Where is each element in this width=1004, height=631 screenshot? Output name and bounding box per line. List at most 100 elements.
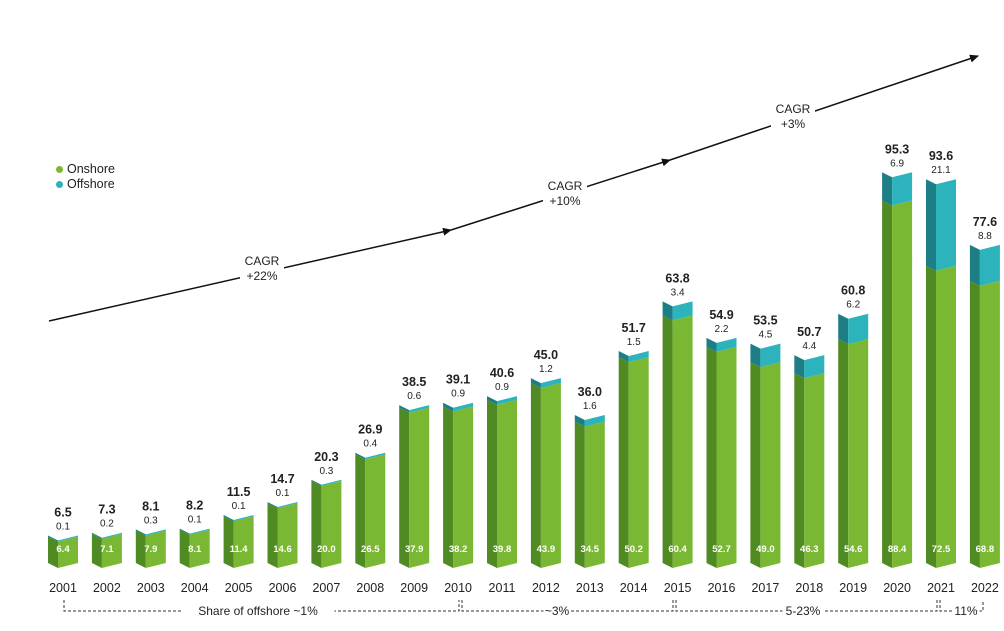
onshore-value-label-2002: 7.1 (100, 544, 114, 555)
total-value-label-2006: 14.7 (270, 472, 294, 486)
bar-offshore-side-2019 (838, 313, 849, 345)
cagr-label-value-1: +22% (246, 269, 277, 283)
onshore-value-label-2009: 37.9 (405, 544, 424, 555)
bar-offshore-side-2006 (267, 501, 278, 509)
total-value-label-2007: 20.3 (314, 450, 338, 464)
bar-onshore-side-2012 (530, 383, 541, 568)
x-tick-label-2017: 2017 (751, 581, 779, 595)
onshore-value-label-2003: 7.9 (144, 544, 157, 555)
onshore-value-label-2004: 8.1 (188, 544, 202, 555)
cagr-label-bg-2 (543, 178, 587, 210)
share-bracket-label-3: 5-23% (786, 604, 821, 618)
onshore-value-label-2001: 6.4 (56, 544, 70, 555)
bar-onshore-side-2006 (267, 503, 278, 568)
onshore-value-label-2011: 39.8 (493, 544, 512, 555)
x-tick-label-2005: 2005 (225, 581, 253, 595)
offshore-value-label-2016: 2.2 (715, 324, 729, 335)
bar-onshore-side-2015 (662, 315, 673, 568)
total-value-label-2020: 95.3 (885, 142, 909, 156)
total-value-label-2005: 11.5 (227, 485, 251, 499)
bar-onshore-2008 (365, 454, 386, 568)
bar-onshore-side-2001 (48, 536, 58, 568)
bar-onshore-2002 (101, 533, 122, 568)
bar-offshore-side-2003 (135, 529, 146, 536)
x-tick-label-2009: 2009 (400, 581, 428, 595)
bar-onshore-2014 (628, 357, 649, 568)
bar-offshore-2021 (936, 179, 956, 271)
total-value-label-2002: 7.3 (98, 503, 115, 517)
bar-offshore-2008 (365, 452, 386, 460)
bar-offshore-side-2015 (662, 301, 673, 321)
offshore-value-label-2007: 0.3 (319, 466, 333, 477)
bar-onshore-2020 (892, 200, 913, 568)
x-tick-label-2011: 2011 (489, 581, 516, 595)
bar-offshore-2003 (145, 529, 166, 536)
total-value-label-2021: 93.6 (929, 149, 953, 163)
bar-offshore-2015 (672, 301, 693, 321)
share-bracket-label-4: 11% (954, 604, 977, 618)
onshore-value-label-2022: 68.8 (976, 544, 995, 555)
total-value-label-2013: 36.0 (578, 385, 602, 399)
onshore-value-label-2019: 54.6 (844, 544, 863, 555)
bar-offshore-side-2001 (48, 535, 58, 542)
offshore-value-label-2022: 8.8 (978, 231, 992, 242)
onshore-value-label-2021: 72.5 (932, 544, 951, 555)
x-tick-label-2001: 2001 (49, 581, 77, 595)
cagr-label-value-2: +10% (549, 194, 580, 208)
chart-legend: Onshore Offshore (56, 162, 115, 192)
bar-onshore-2017 (760, 362, 781, 568)
x-tick-label-2019: 2019 (839, 581, 867, 595)
onshore-value-label-2007: 20.0 (317, 544, 336, 555)
bar-offshore-side-2010 (443, 402, 454, 412)
offshore-value-label-2014: 1.5 (627, 337, 641, 348)
total-value-label-2008: 26.9 (358, 423, 382, 437)
bar-offshore-2017 (760, 343, 781, 368)
bar-offshore-2022 (979, 244, 1000, 286)
cagr-label-bg-3 (771, 101, 815, 133)
total-value-label-2011: 40.6 (490, 366, 514, 380)
x-tick-label-2002: 2002 (93, 581, 121, 595)
share-bracket-label-1: Share of offshore ~1% (198, 604, 318, 618)
bar-onshore-side-2007 (311, 481, 322, 568)
bar-onshore-2015 (672, 315, 693, 568)
share-bracket-label-2: ~3% (545, 604, 570, 618)
total-value-label-2001: 6.5 (54, 506, 71, 520)
legend-swatch-onshore (56, 166, 63, 173)
bar-offshore-2004 (189, 528, 210, 535)
bar-offshore-2009 (409, 405, 430, 413)
total-value-label-2022: 77.6 (973, 215, 997, 229)
total-value-label-2018: 50.7 (797, 325, 821, 339)
onshore-value-label-2014: 50.2 (624, 544, 643, 555)
bar-offshore-side-2005 (223, 515, 234, 522)
total-value-label-2004: 8.2 (186, 499, 203, 513)
bar-offshore-side-2016 (706, 337, 717, 352)
share-bracket-label-bg-2 (543, 603, 571, 617)
cagr-label-bg-1 (240, 253, 284, 285)
bar-onshore-2009 (409, 407, 430, 568)
bar-offshore-side-2013 (574, 414, 585, 427)
bar-offshore-2002 (101, 532, 122, 539)
bar-offshore-2019 (848, 313, 869, 345)
share-bracket-label-bg-4 (952, 603, 980, 617)
x-tick-label-2006: 2006 (269, 581, 297, 595)
bar-onshore-side-2022 (969, 280, 980, 568)
cagr-label-title-2: CAGR (548, 179, 583, 193)
bar-offshore-side-2002 (91, 532, 102, 539)
bar-onshore-side-2021 (926, 265, 936, 568)
onshore-value-label-2006: 14.6 (273, 544, 292, 555)
bar-offshore-2016 (716, 337, 737, 352)
bar-onshore-side-2009 (399, 407, 410, 568)
bar-offshore-side-2020 (882, 172, 893, 206)
share-bracket-label-bg-3 (782, 603, 824, 617)
cagr-label-title-1: CAGR (245, 254, 280, 268)
total-value-label-2019: 60.8 (841, 284, 865, 298)
offshore-value-label-2015: 3.4 (671, 287, 685, 298)
total-value-label-2015: 63.8 (665, 271, 689, 285)
onshore-value-label-2018: 46.3 (800, 544, 819, 555)
bar-onshore-2010 (453, 406, 474, 568)
bar-onshore-2011 (497, 399, 517, 568)
bar-offshore-side-2011 (487, 396, 497, 405)
bar-onshore-2021 (936, 265, 956, 568)
x-tick-label-2016: 2016 (708, 581, 736, 595)
offshore-value-label-2008: 0.4 (363, 439, 377, 450)
